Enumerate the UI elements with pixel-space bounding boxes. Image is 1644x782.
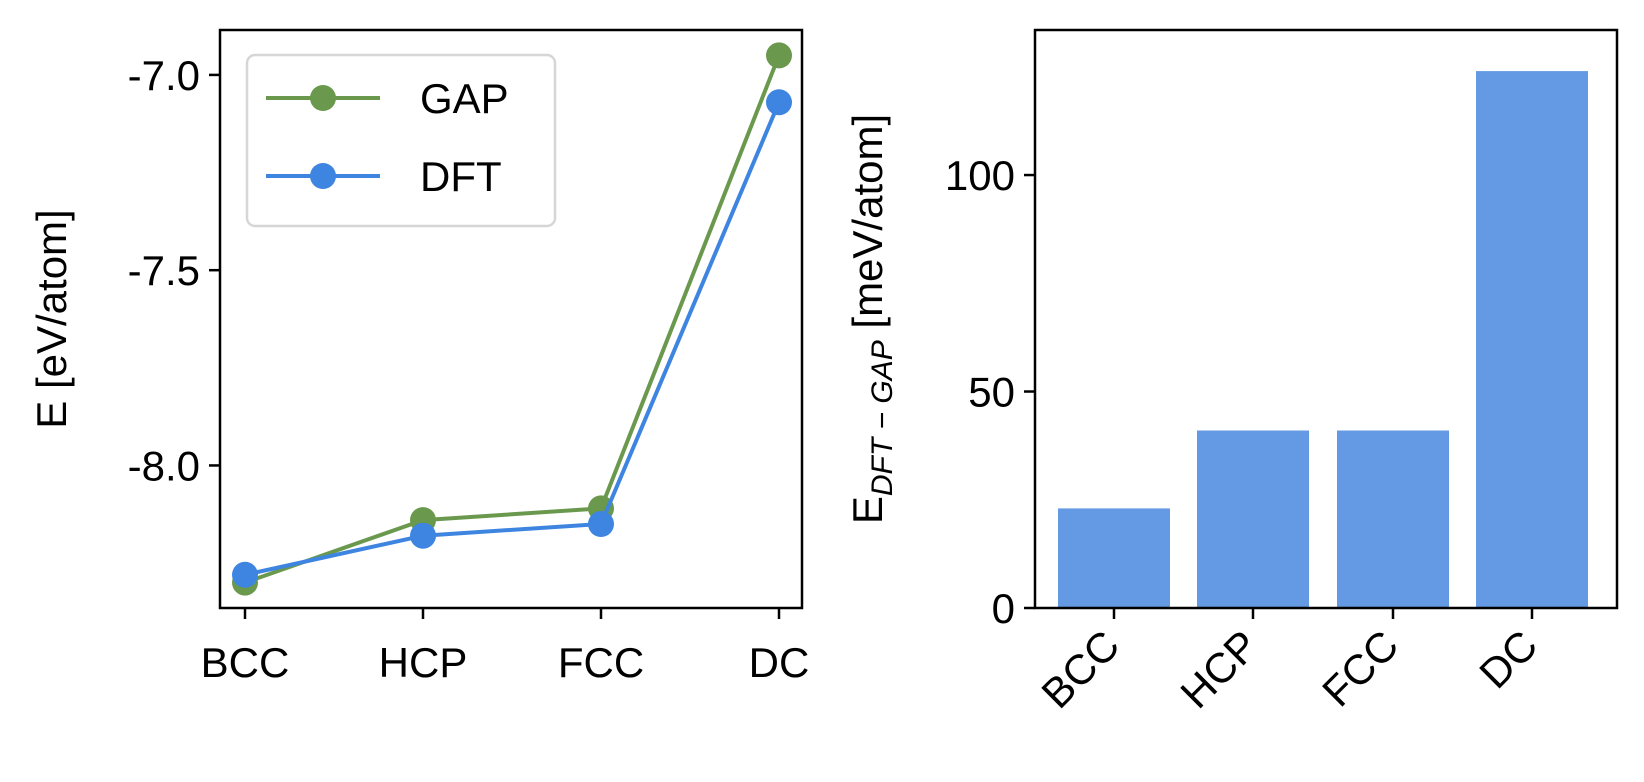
legend-dft-label: DFT — [420, 153, 502, 200]
line-y-axis-label: E [eV/atom] — [28, 209, 75, 428]
legend-box — [245, 53, 557, 228]
bar-dc — [1476, 71, 1588, 609]
bar-y-tick-label: 0 — [992, 585, 1015, 632]
series-dft-point-hcp — [410, 522, 436, 549]
line-y-tick-label: -7.5 — [128, 247, 200, 294]
series-dft-point-bcc — [232, 561, 258, 588]
bar-y-axis-label-subscript: DFT − GAP — [866, 340, 899, 496]
bar-y-tick-label: 50 — [968, 369, 1015, 416]
bar-plot-frame — [1033, 28, 1619, 610]
legend: GAP DFT — [245, 53, 557, 228]
line-y-tick-label: -8.0 — [128, 442, 200, 489]
series-dft-line — [244, 101, 781, 577]
bar-bcc — [1058, 508, 1170, 608]
legend-dft-marker — [310, 163, 336, 189]
series-dft-point-dc — [766, 89, 792, 116]
line-x-tick-label: FCC — [558, 639, 644, 686]
legend-gap-marker — [310, 85, 336, 111]
bar-y-axis-label-main: E — [844, 496, 891, 524]
line-plot-frame — [218, 28, 804, 610]
legend-gap-label: GAP — [420, 75, 509, 122]
bar-y-axis-label: EDFT − GAP [meV/atom] — [844, 114, 899, 524]
line-chart: -8.0 -7.5 -7.0 BCC HCP FCC DC E [eV/atom] GAP… — [28, 28, 810, 686]
bar-hcp — [1197, 430, 1309, 608]
line-x-tick-label: BCC — [201, 639, 290, 686]
series-gap-point-dc — [766, 42, 792, 69]
bar-y-axis-label-unit: [meV/atom] — [844, 114, 891, 340]
bar-fcc — [1337, 430, 1449, 608]
line-x-tick-label: DC — [749, 639, 810, 686]
bar-y-tick-label: 100 — [945, 152, 1015, 199]
series-gap-line — [244, 54, 781, 585]
series-dft-point-fcc — [588, 511, 614, 537]
line-y-tick-label: -7.0 — [128, 52, 200, 99]
line-x-tick-label: HCP — [379, 639, 468, 686]
